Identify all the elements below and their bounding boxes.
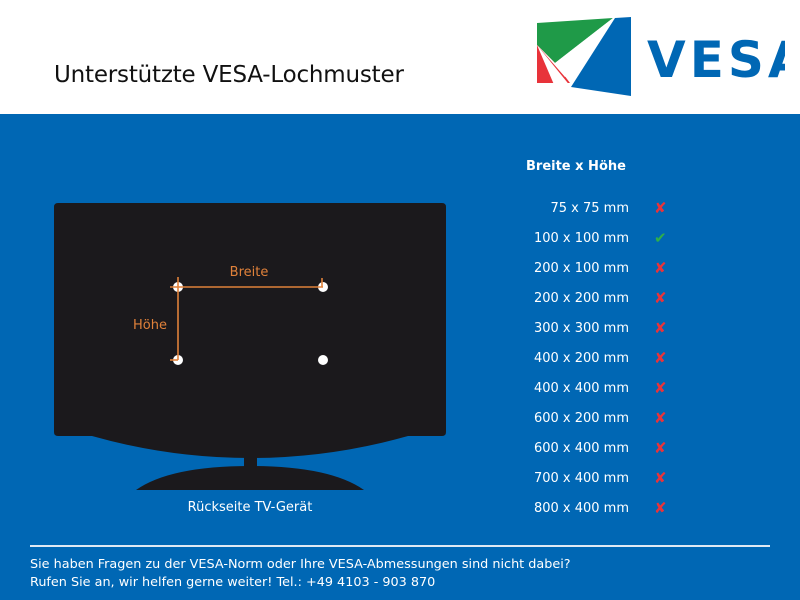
cross-icon: ✘ — [654, 289, 667, 307]
height-label: Höhe — [133, 318, 167, 333]
size-label: 400 x 200 mm — [533, 351, 629, 366]
size-label: 200 x 200 mm — [533, 291, 629, 306]
size-label: 700 x 400 mm — [533, 471, 629, 486]
size-label: 600 x 400 mm — [533, 441, 629, 456]
size-label: 600 x 200 mm — [533, 411, 629, 426]
cross-icon: ✘ — [654, 439, 667, 457]
list-item: 75 x 75 mm ✘ — [470, 199, 690, 221]
size-label: 200 x 100 mm — [533, 261, 629, 276]
header: Unterstützte VESA-Lochmuster VESA — [0, 0, 800, 114]
list-item: 200 x 200 mm ✘ — [470, 289, 690, 311]
footer-contact: Rufen Sie an, wir helfen gerne weiter! T… — [30, 575, 436, 590]
list-item: 600 x 200 mm ✘ — [470, 409, 690, 431]
mount-hole — [318, 355, 328, 365]
cross-icon: ✘ — [654, 469, 667, 487]
list-item: 400 x 200 mm ✘ — [470, 349, 690, 371]
cross-icon: ✘ — [654, 319, 667, 337]
tv-neck — [244, 455, 257, 469]
measurement-lines — [170, 277, 323, 361]
divider — [30, 545, 770, 547]
cross-icon: ✘ — [654, 199, 667, 217]
vesa-logo: VESA — [537, 17, 785, 96]
size-label: 400 x 400 mm — [533, 381, 629, 396]
list-item: 100 x 100 mm ✔ — [470, 229, 690, 251]
cross-icon: ✘ — [654, 499, 667, 517]
tv-caption: Rückseite TV-Gerät — [187, 500, 313, 515]
cross-icon: ✘ — [654, 379, 667, 397]
size-label: 300 x 300 mm — [533, 321, 629, 336]
tv-stand — [136, 466, 364, 490]
cross-icon: ✘ — [654, 409, 667, 427]
tv-body — [54, 203, 446, 458]
size-label: 75 x 75 mm — [550, 201, 629, 216]
size-label: 800 x 400 mm — [533, 501, 629, 516]
cross-icon: ✘ — [654, 349, 667, 367]
list-header: Breite x Höhe — [526, 159, 626, 174]
check-icon: ✔ — [654, 229, 667, 247]
list-item: 800 x 400 mm ✘ — [470, 499, 690, 521]
list-item: 200 x 100 mm ✘ — [470, 259, 690, 281]
size-label: 100 x 100 mm — [533, 231, 629, 246]
list-item: 600 x 400 mm ✘ — [470, 439, 690, 461]
list-item: 300 x 300 mm ✘ — [470, 319, 690, 341]
footer-question: Sie haben Fragen zu der VESA-Norm oder I… — [30, 557, 571, 572]
list-item: 400 x 400 mm ✘ — [470, 379, 690, 401]
svg-text:VESA: VESA — [647, 31, 785, 89]
cross-icon: ✘ — [654, 259, 667, 277]
width-label: Breite — [230, 265, 269, 280]
page-title: Unterstützte VESA-Lochmuster — [54, 62, 404, 88]
list-item: 700 x 400 mm ✘ — [470, 469, 690, 491]
